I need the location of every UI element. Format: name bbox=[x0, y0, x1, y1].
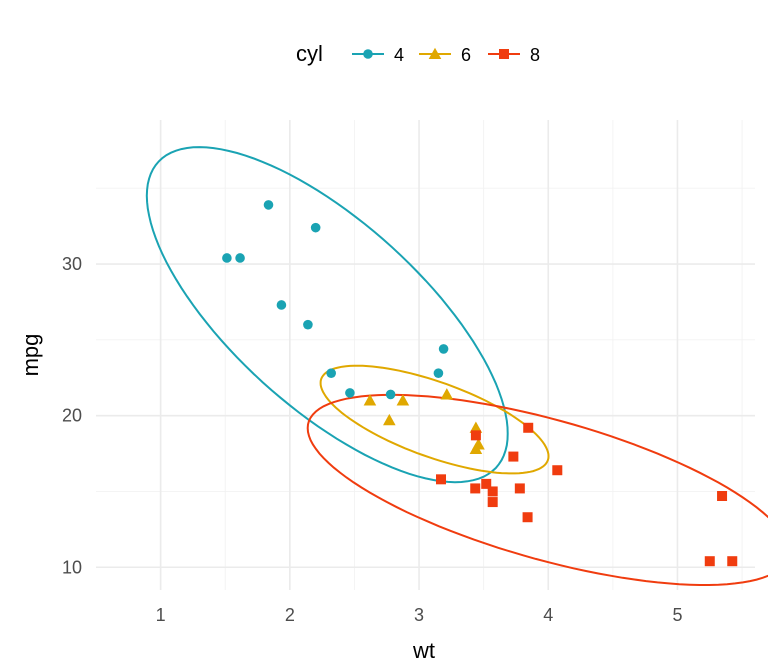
point-cyl-6 bbox=[363, 394, 377, 406]
point-cyl-4 bbox=[310, 222, 321, 233]
legend-key-marker-4 bbox=[363, 49, 373, 59]
legend-key-marker-8 bbox=[499, 49, 509, 59]
point-cyl-4 bbox=[433, 368, 444, 378]
y-axis-title: mpg bbox=[18, 334, 43, 377]
point-cyl-4 bbox=[385, 389, 396, 400]
y-axis-ticks: 10 20 30 bbox=[62, 254, 82, 577]
y-tick-label: 10 bbox=[62, 557, 82, 577]
point-cyl-6 bbox=[472, 438, 485, 450]
point-cyl-8 bbox=[717, 491, 728, 501]
point-cyl-4 bbox=[345, 388, 355, 398]
point-cyl-4 bbox=[303, 319, 313, 330]
point-cyl-4 bbox=[326, 368, 336, 378]
point-cyl-8 bbox=[727, 556, 738, 567]
legend-key-marker-6 bbox=[428, 47, 442, 60]
x-tick-label: 2 bbox=[285, 605, 295, 625]
point-cyl-6 bbox=[440, 388, 454, 400]
minor-gridlines bbox=[96, 120, 755, 590]
ellipse-cyl-8 bbox=[306, 393, 768, 586]
ellipse-cyl-6 bbox=[319, 364, 550, 475]
legend-title: cyl bbox=[296, 41, 323, 66]
legend-label-4: 4 bbox=[394, 45, 404, 65]
point-cyl-4 bbox=[235, 253, 245, 263]
point-cyl-8 bbox=[704, 556, 715, 567]
point-cyl-8 bbox=[436, 474, 447, 485]
point-cyl-8 bbox=[470, 483, 481, 494]
point-cyl-8 bbox=[522, 512, 533, 523]
confidence-ellipses bbox=[145, 146, 768, 586]
point-cyl-8 bbox=[523, 422, 534, 433]
point-cyl-6 bbox=[396, 394, 410, 406]
point-cyl-8 bbox=[481, 478, 492, 489]
y-tick-label: 20 bbox=[62, 406, 82, 426]
major-gridlines bbox=[96, 120, 755, 590]
point-cyl-8 bbox=[552, 465, 563, 476]
x-tick-label: 3 bbox=[414, 605, 424, 625]
ellipse-cyl-4 bbox=[145, 146, 509, 484]
point-cyl-4 bbox=[222, 253, 232, 263]
point-cyl-6 bbox=[469, 421, 483, 433]
x-tick-label: 4 bbox=[543, 605, 553, 625]
point-cyl-8 bbox=[487, 497, 498, 508]
x-axis-title: wt bbox=[412, 638, 435, 663]
legend-label-8: 8 bbox=[530, 45, 540, 65]
x-tick-label: 5 bbox=[672, 605, 682, 625]
y-tick-label: 30 bbox=[62, 254, 82, 274]
legend-label-6: 6 bbox=[461, 45, 471, 65]
point-cyl-8 bbox=[487, 486, 498, 497]
point-cyl-8 bbox=[508, 451, 519, 462]
point-cyl-4 bbox=[438, 344, 449, 354]
data-points bbox=[222, 200, 738, 567]
point-cyl-8 bbox=[470, 430, 481, 441]
x-axis-ticks: 1 2 3 4 5 bbox=[156, 605, 683, 625]
legend: cyl 4 6 8 bbox=[296, 41, 540, 66]
point-cyl-6 bbox=[383, 413, 396, 426]
point-cyl-4 bbox=[276, 300, 287, 310]
point-cyl-4 bbox=[263, 200, 274, 210]
x-tick-label: 1 bbox=[156, 605, 166, 625]
point-cyl-8 bbox=[514, 483, 525, 494]
